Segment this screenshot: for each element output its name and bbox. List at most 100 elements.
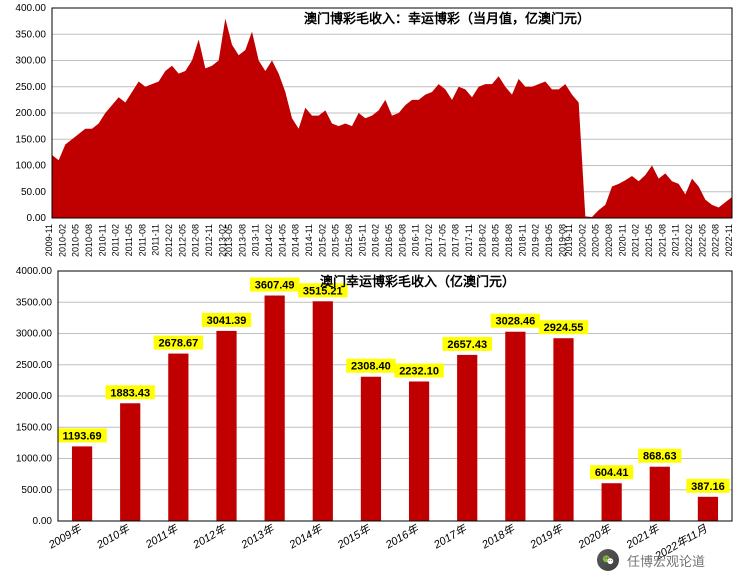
- x-tick-label: 2020-05: [591, 224, 601, 257]
- x-tick-label: 2011-08: [137, 224, 147, 256]
- x-tick-label: 2012-11: [204, 224, 214, 256]
- x-tick-label: 2019-05: [544, 224, 554, 257]
- x-tick-label: 2021-11: [671, 224, 681, 256]
- x-category-label: 2012年: [190, 522, 229, 552]
- bar: [602, 483, 622, 521]
- x-tick-label: 2010-11: [97, 224, 107, 256]
- svg-text:500.00: 500.00: [21, 485, 52, 496]
- bar: [457, 355, 477, 521]
- svg-text:200.00: 200.00: [15, 108, 46, 119]
- x-tick-label: 2022-08: [711, 224, 721, 257]
- x-tick-label: 2019-11: [564, 224, 574, 256]
- bar: [168, 354, 188, 521]
- bar: [313, 301, 333, 521]
- svg-text:1000.00: 1000.00: [16, 454, 53, 465]
- bar-label: 604.41: [595, 467, 629, 479]
- x-category-label: 2018年: [479, 522, 518, 552]
- bar: [553, 338, 573, 521]
- bar: [216, 331, 236, 521]
- bar-label: 3607.49: [255, 280, 295, 292]
- x-tick-label: 2014-05: [277, 224, 287, 257]
- x-tick-label: 2018-02: [477, 224, 487, 257]
- x-tick-label: 2015-05: [331, 224, 341, 257]
- x-tick-label: 2016-02: [371, 224, 381, 257]
- svg-text:350.00: 350.00: [15, 29, 46, 40]
- svg-text:400.00: 400.00: [15, 3, 46, 14]
- bar-label: 1883.43: [110, 387, 150, 399]
- x-category-label: 2021年: [623, 522, 662, 552]
- x-tick-label: 2013-11: [251, 224, 261, 256]
- x-category-label: 2020年: [575, 522, 614, 552]
- bar-label: 868.63: [643, 451, 677, 463]
- bar: [120, 403, 140, 521]
- x-tick-label: 2020-02: [577, 224, 587, 257]
- bar-label: 3041.39: [207, 315, 247, 327]
- svg-text:0.00: 0.00: [27, 213, 47, 224]
- x-tick-label: 2010-05: [71, 224, 81, 257]
- x-category-label: 2014年: [286, 522, 325, 552]
- x-tick-label: 2016-08: [397, 224, 407, 257]
- x-tick-label: 2021-02: [631, 224, 641, 257]
- svg-text:50.00: 50.00: [21, 187, 46, 198]
- wechat-icon: [597, 549, 619, 571]
- x-tick-label: 2022-11: [724, 224, 734, 256]
- x-tick-label: 2017-02: [424, 224, 434, 257]
- svg-text:150.00: 150.00: [15, 134, 46, 145]
- footer-text: 任博宏观论道: [627, 551, 705, 570]
- svg-text:3000.00: 3000.00: [16, 329, 53, 340]
- svg-text:4000.00: 4000.00: [16, 266, 53, 277]
- x-tick-label: 2016-11: [411, 224, 421, 256]
- svg-text:2000.00: 2000.00: [16, 391, 53, 402]
- area-fill: [52, 19, 732, 219]
- svg-text:100.00: 100.00: [15, 161, 46, 172]
- x-tick-label: 2010-02: [57, 224, 67, 257]
- x-tick-label: 2017-08: [451, 224, 461, 257]
- bar-label: 2657.43: [447, 339, 487, 351]
- x-tick-label: 2011-02: [111, 224, 121, 256]
- bar: [72, 446, 92, 521]
- x-category-label: 2017年: [431, 522, 470, 552]
- bar-label: 3028.46: [495, 316, 535, 328]
- x-tick-label: 2014-11: [304, 224, 314, 256]
- x-tick-label: 2022-05: [697, 224, 707, 257]
- bar: [650, 467, 670, 521]
- x-tick-label: 2020-08: [604, 224, 614, 257]
- x-tick-label: 2021-08: [657, 224, 667, 257]
- x-tick-label: 2017-11: [464, 224, 474, 256]
- bar: [505, 332, 525, 521]
- x-category-label: 2011年: [142, 522, 180, 552]
- x-tick-label: 2020-11: [617, 224, 627, 256]
- x-tick-label: 2010-08: [84, 224, 94, 257]
- x-tick-label: 2011-05: [124, 224, 134, 256]
- bar: [361, 377, 381, 521]
- x-tick-label: 2011-11: [151, 224, 161, 256]
- x-tick-label: 2013-08: [237, 224, 247, 257]
- x-tick-label: 2012-02: [164, 224, 174, 257]
- x-tick-label: 2019-02: [531, 224, 541, 257]
- x-category-label: 2015年: [334, 522, 373, 552]
- x-tick-label: 2022-02: [684, 224, 694, 257]
- bar-label: 2924.55: [544, 322, 584, 334]
- bar-label: 2232.10: [399, 365, 439, 377]
- footer-watermark: 任博宏观论道: [597, 549, 705, 571]
- x-tick-label: 2015-02: [317, 224, 327, 257]
- svg-text:300.00: 300.00: [15, 56, 46, 67]
- x-tick-label: 2016-05: [384, 224, 394, 257]
- svg-text:250.00: 250.00: [15, 82, 46, 93]
- x-tick-label: 2009-11: [44, 224, 54, 256]
- x-category-label: 2013年: [238, 522, 277, 552]
- x-tick-label: 2015-08: [344, 224, 354, 257]
- x-category-label: 2019年: [527, 522, 566, 552]
- x-tick-label: 2017-05: [437, 224, 447, 257]
- x-tick-label: 2015-11: [357, 224, 367, 256]
- x-tick-label: 2012-08: [191, 224, 201, 257]
- bar: [698, 497, 718, 521]
- x-tick-label: 2014-08: [291, 224, 301, 257]
- x-tick-label: 2013-05: [224, 224, 234, 257]
- top-chart-svg: 0.00 50.00 100.00 150.00 200.00 250.00 300.00 3…: [0, 0, 741, 265]
- bar-label: 2678.67: [158, 338, 198, 350]
- svg-text:3500.00: 3500.00: [16, 297, 53, 308]
- x-tick-label: 2014-02: [264, 224, 274, 257]
- x-category-label: 2010年: [94, 522, 133, 552]
- bottom-chart-title: 澳门幸运博彩毛收入（亿澳门元）: [320, 271, 515, 290]
